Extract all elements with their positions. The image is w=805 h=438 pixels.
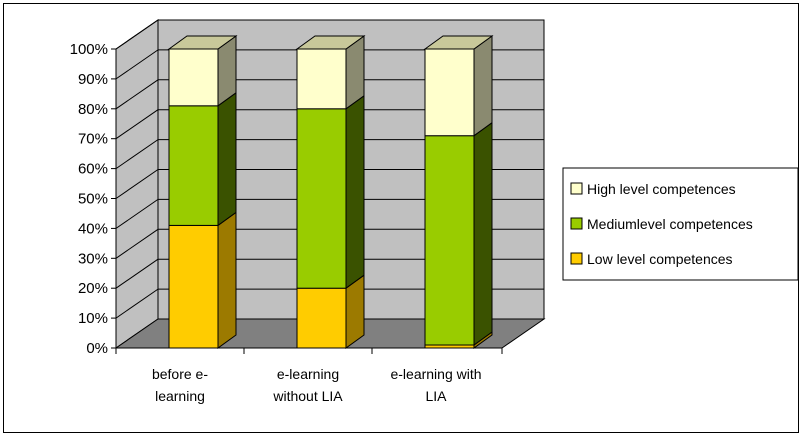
bar-top xyxy=(295,35,366,50)
bar-segment xyxy=(168,48,219,107)
bars xyxy=(167,35,494,349)
gridline-side xyxy=(115,169,159,199)
gridline-side xyxy=(115,258,159,289)
gridline-side xyxy=(115,109,159,140)
bar-segment xyxy=(424,48,475,137)
legend: High level competences Mediumlevel compet… xyxy=(562,167,799,281)
y-tick-label: 90% xyxy=(78,71,108,88)
axes xyxy=(111,48,503,354)
bar-segment xyxy=(168,224,219,349)
bar-segment-side xyxy=(345,94,365,290)
category-label: LIA xyxy=(425,388,447,404)
category-label: e-learning xyxy=(277,366,339,382)
category-label: learning xyxy=(155,388,205,404)
y-tick-label: 70% xyxy=(78,131,108,148)
category-label: before e- xyxy=(152,366,208,382)
gridline-side xyxy=(115,79,159,110)
legend-box xyxy=(562,167,799,281)
legend-label: Mediumlevel competences xyxy=(587,216,753,232)
legend-swatch xyxy=(570,252,583,265)
category-label: without LIA xyxy=(272,388,343,404)
gridline-side xyxy=(115,19,159,50)
legend-label: High level competences xyxy=(587,181,736,197)
y-tick-label: 80% xyxy=(78,101,108,118)
gridline-side xyxy=(115,198,159,229)
legend-swatch xyxy=(570,182,583,195)
bar-top xyxy=(167,35,238,50)
chart-frame: 0% 10% 20% 30% 40% 50% 60% 70% 80% 90% 100% before… xyxy=(3,3,799,433)
stacked-bar-chart: 0% 10% 20% 30% 40% 50% 60% 70% 80% 90% 100% before… xyxy=(70,19,799,404)
y-tick-label: 60% xyxy=(78,161,108,178)
gridline-side xyxy=(115,288,159,319)
bar-segment-side xyxy=(217,211,237,349)
gridline-side xyxy=(115,139,159,170)
y-tick-label: 0% xyxy=(86,340,108,357)
y-tick-label: 100% xyxy=(70,41,108,58)
bar-segment xyxy=(424,135,475,346)
y-tick-labels: 0% 10% 20% 30% 40% 50% 60% 70% 80% 90% 100% xyxy=(70,41,108,357)
legend-swatch xyxy=(570,217,583,230)
bar-top xyxy=(423,35,494,50)
category-label: e-learning with xyxy=(390,366,481,382)
bar-segment-side xyxy=(473,35,493,137)
y-tick-label: 50% xyxy=(78,191,108,208)
y-tick-label: 40% xyxy=(78,220,108,237)
bar-segment xyxy=(296,108,347,289)
bar-segment xyxy=(296,48,347,110)
bar-segment-side xyxy=(473,121,493,346)
bar-segment xyxy=(296,287,347,349)
y-tick-label: 20% xyxy=(78,280,108,297)
y-tick-label: 10% xyxy=(78,310,108,327)
gridline-side xyxy=(115,49,159,80)
legend-label: Low level competences xyxy=(587,251,733,267)
bar-segment-side xyxy=(217,91,237,227)
y-tick-label: 30% xyxy=(78,250,108,267)
gridline-side xyxy=(115,228,159,259)
x-category-labels: before e-learning e-learning without LIA e-… xyxy=(152,366,482,404)
bar-segment xyxy=(168,105,219,226)
